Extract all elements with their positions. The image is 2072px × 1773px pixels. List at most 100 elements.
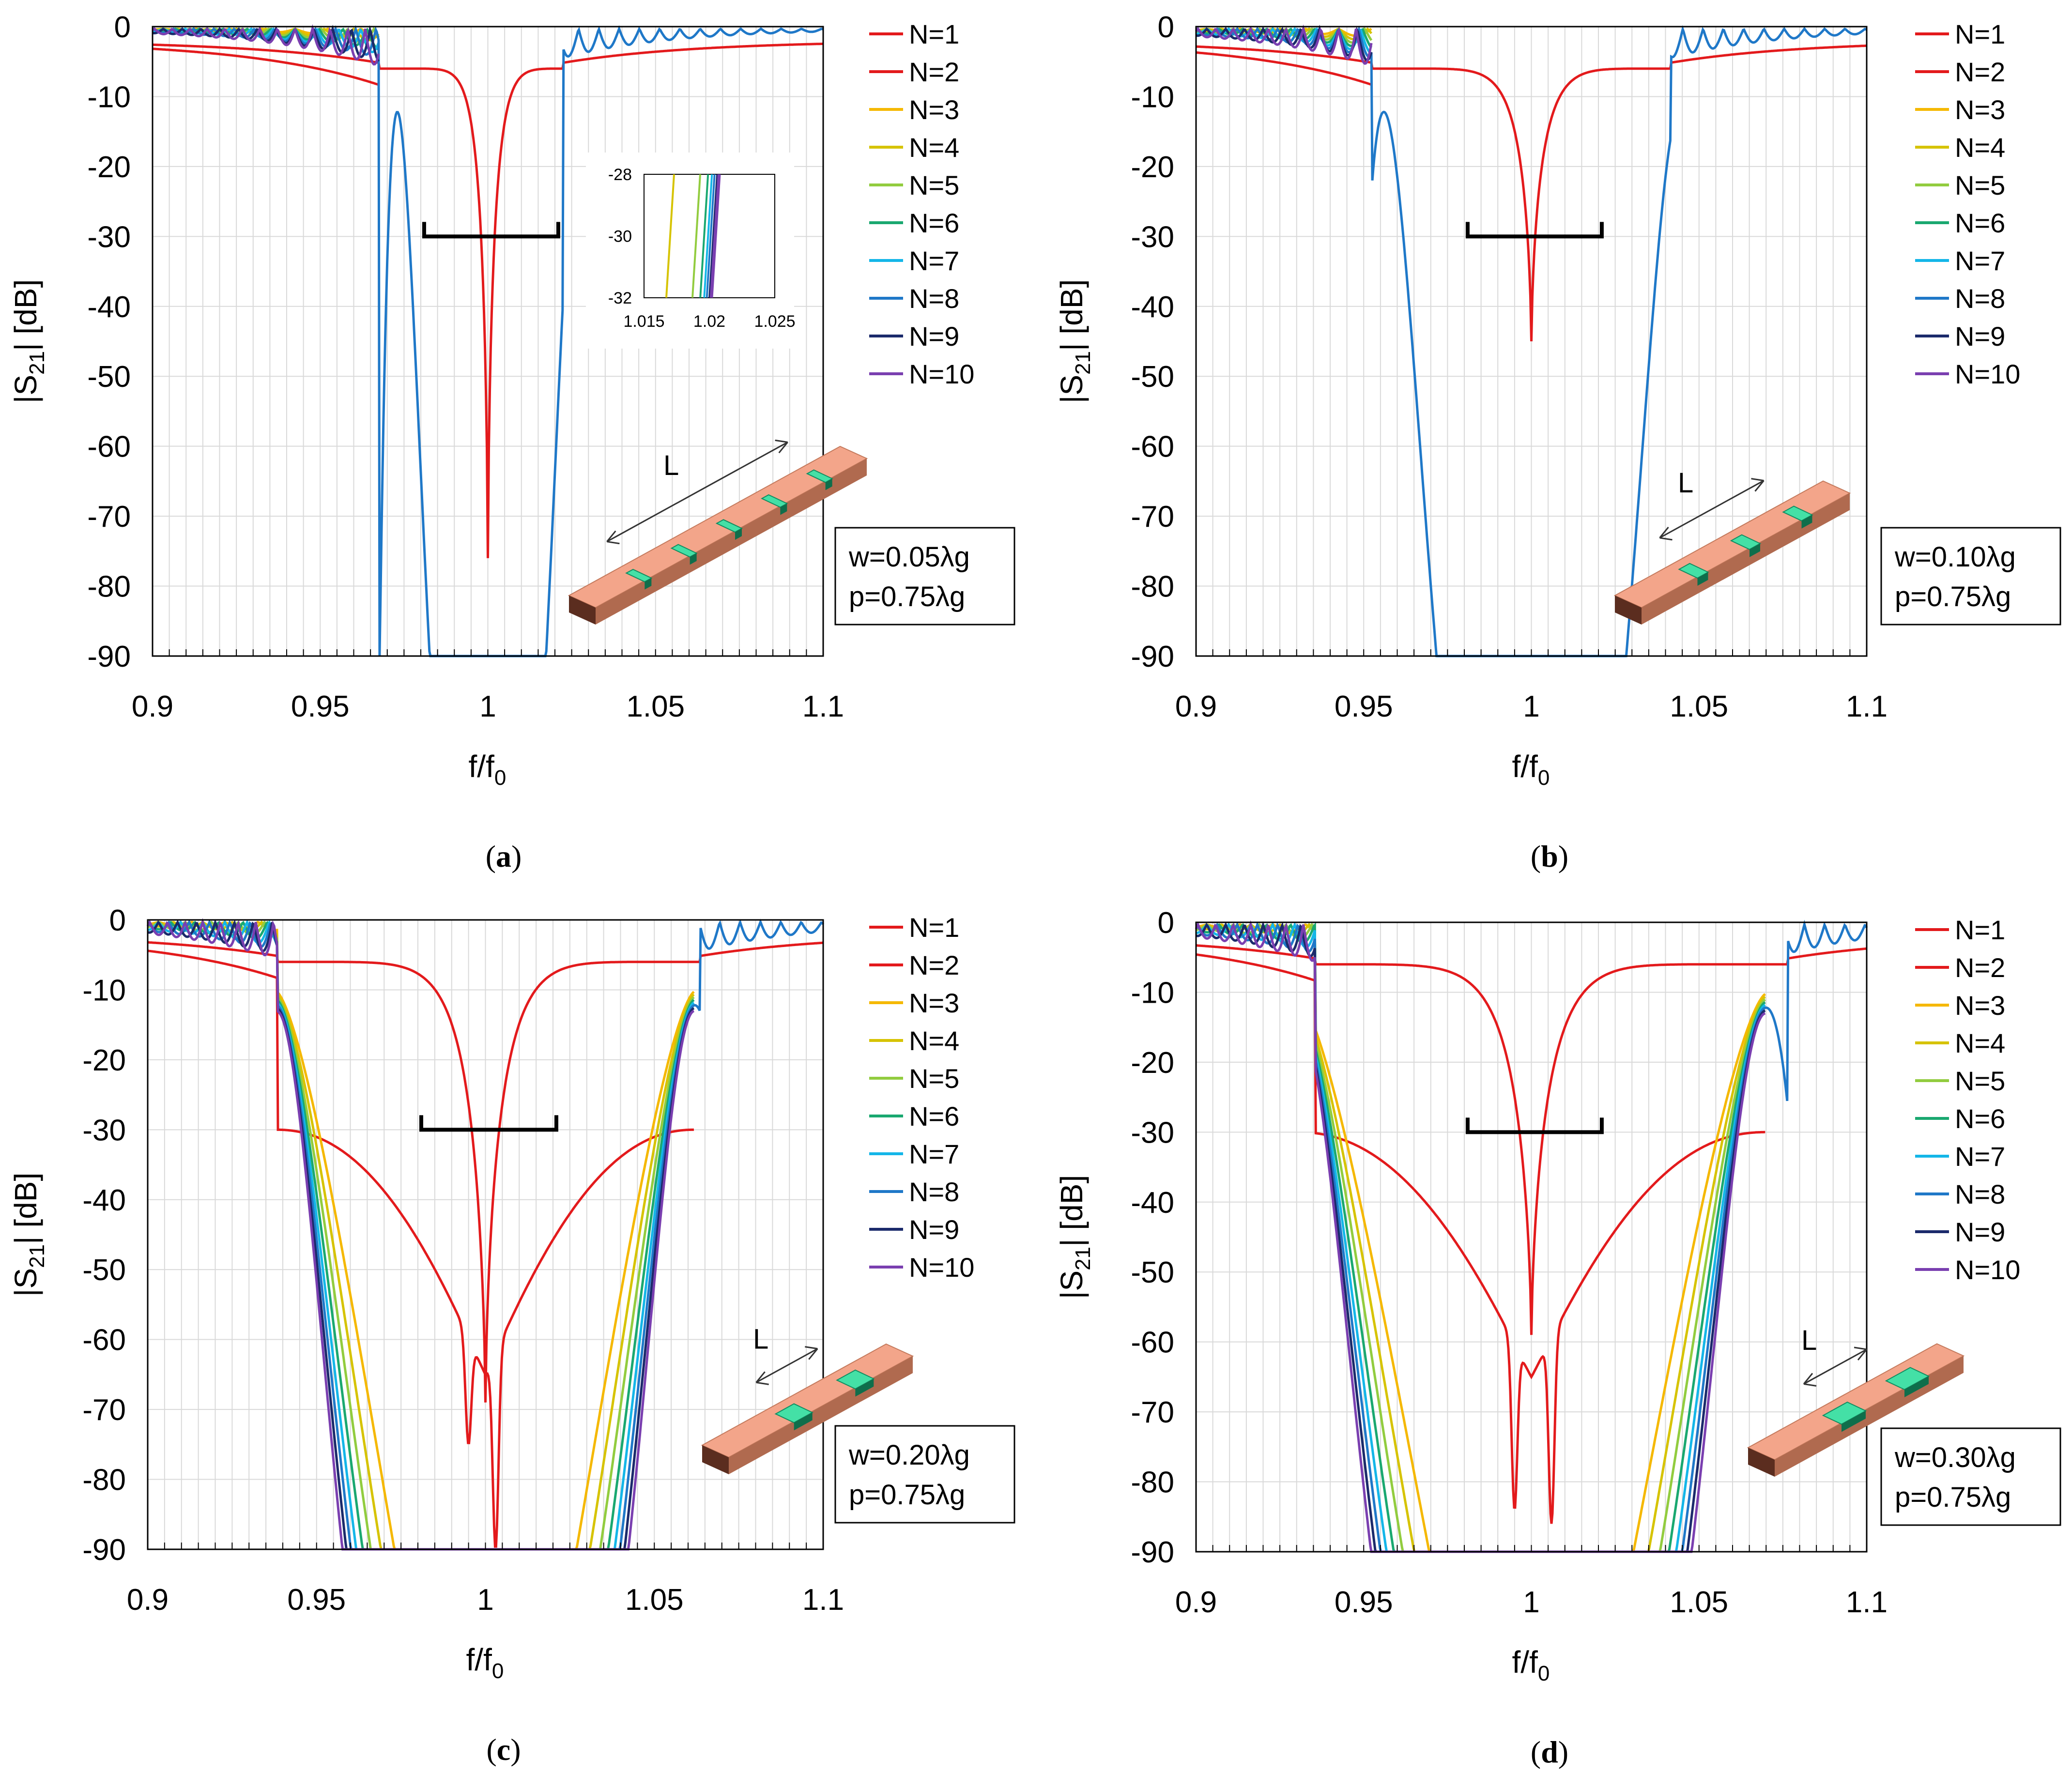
series-line-n-10	[146, 918, 695, 1551]
legend-label: N=5	[909, 1063, 959, 1094]
legend-label: N=1	[1955, 19, 2005, 49]
dimension-arrowhead	[805, 1346, 818, 1360]
inset-series-line	[706, 174, 716, 298]
stub-top	[670, 544, 698, 558]
y-tick-label: 0	[109, 904, 126, 937]
legend-label: N=5	[1955, 170, 2005, 200]
y-tick-label: -10	[82, 974, 126, 1007]
strip-end	[1748, 1448, 1775, 1477]
dimension-arrowhead	[1803, 1373, 1817, 1387]
legend-label: N=4	[909, 1025, 959, 1056]
legend-label: N=4	[1955, 132, 2005, 163]
y-tick-label: 0	[114, 11, 131, 44]
y-axis-label-pre: |S	[1054, 375, 1089, 403]
parameter-width: w=0.20λg	[848, 1439, 970, 1471]
legend: N=1 N=2 N=3 N=4 N=5 N=6 N=7 N=8 N=9 N=10	[1915, 915, 2020, 1285]
stub-side	[690, 553, 697, 565]
y-tick-label: -10	[87, 80, 131, 114]
legend-label: N=7	[1955, 245, 2005, 276]
x-axis-label-sub: 0	[492, 1659, 504, 1683]
stub-top	[806, 469, 833, 483]
legend-label: N=10	[909, 1252, 974, 1283]
caption-open: (	[486, 839, 496, 873]
dimension-label: L	[663, 450, 679, 481]
y-tick-label: -30	[1131, 1116, 1174, 1149]
parameter-box	[834, 527, 1015, 626]
y-tick-label: -20	[87, 151, 131, 184]
parameter-period: p=0.75λg	[1895, 581, 2011, 612]
series-line-n-1	[147, 941, 824, 1403]
y-tick-label: -50	[87, 360, 131, 394]
y-tick-label: -40	[82, 1184, 126, 1217]
caption-letter: a	[496, 839, 511, 873]
x-tick-label: 1.05	[1670, 690, 1728, 723]
y-axis-label-sub: 21	[1071, 1247, 1095, 1270]
legend-label: N=7	[909, 245, 959, 276]
y-tick-label: -10	[1131, 80, 1174, 114]
y-tick-label: -60	[1131, 430, 1174, 464]
stub-side	[794, 1412, 813, 1431]
x-tick-label: 0.9	[1175, 690, 1217, 723]
y-tick-label: -80	[87, 570, 131, 604]
structure-diagram: L	[701, 1324, 914, 1474]
panel-caption: (c)	[486, 1732, 521, 1767]
x-tick-label: 1	[477, 1583, 493, 1617]
panel-1: 0 -10 -20 -30 -40 -50 -60 -70 -80 -900.9 0.95 1 1.05…	[8, 11, 1015, 873]
dimension-arrowhead	[1659, 526, 1673, 541]
series-line-n-9	[147, 919, 695, 1551]
y-axis-label-sub: 21	[25, 351, 49, 375]
dimension-arrowhead	[755, 1371, 769, 1385]
legend: N=1 N=2 N=3 N=4 N=5 N=6 N=7 N=8 N=9 N=10	[869, 912, 974, 1283]
legend-label: N=9	[909, 1214, 959, 1245]
dimension-label: L	[1801, 1325, 1817, 1356]
y-tick-label: -50	[1131, 360, 1174, 394]
x-tick-label: 1.05	[625, 1583, 684, 1617]
parameter-width: w=0.30λg	[1894, 1442, 2016, 1473]
y-axis-label: |S21| [dB]	[8, 1173, 49, 1297]
series-line-n-1	[152, 43, 823, 558]
dimension-label: L	[753, 1324, 768, 1355]
legend-label: N=6	[909, 1101, 959, 1131]
y-axis-label-sub: 21	[25, 1244, 49, 1268]
caption-letter: c	[497, 1732, 510, 1767]
inset-y-tick-label: -30	[608, 228, 632, 246]
legend-label: N=5	[1955, 1066, 2005, 1096]
x-axis-label-main: f/f	[466, 1642, 492, 1677]
inset-series-line	[665, 174, 675, 298]
caption-letter: b	[1541, 839, 1558, 873]
bandwidth-bracket	[419, 1115, 558, 1132]
series-line-n-2	[1196, 953, 1765, 1524]
y-axis-label: |S21| [dB]	[1054, 279, 1095, 404]
y-tick-label: -50	[82, 1253, 126, 1287]
x-axis-label: f/f0	[1512, 1645, 1550, 1685]
x-axis-label-sub: 0	[1538, 1662, 1550, 1685]
y-tick-label: -20	[1131, 1046, 1174, 1080]
series-line-n-4	[147, 920, 695, 1551]
panel-caption: (d)	[1531, 1735, 1568, 1769]
y-axis-label-post: | [dB]	[8, 279, 43, 351]
legend-label: N=2	[909, 950, 959, 980]
bandwidth-bracket	[1465, 222, 1604, 239]
series-line-n-1	[1196, 944, 1867, 1335]
y-tick-label: 0	[1158, 906, 1174, 940]
stub-side	[1904, 1376, 1929, 1397]
y-tick-label: -70	[87, 500, 131, 534]
inset-series-line	[699, 174, 709, 298]
stub-side	[1750, 543, 1760, 557]
legend-label: N=2	[1955, 57, 2005, 87]
parameter-box	[1880, 527, 2061, 626]
bandwidth-bracket	[1465, 1117, 1604, 1134]
stub-side	[825, 478, 832, 490]
y-tick-label: -50	[1131, 1256, 1174, 1289]
parameter-box	[834, 1425, 1015, 1524]
x-tick-label: 1.1	[802, 1583, 844, 1617]
x-tick-label: 0.9	[1175, 1586, 1217, 1619]
legend-label: N=8	[909, 283, 959, 314]
structure-diagram: L	[1613, 467, 1851, 625]
y-axis-label: |S21| [dB]	[8, 279, 49, 404]
series-line-n-2	[1196, 51, 1372, 86]
legend-label: N=8	[1955, 1179, 2005, 1209]
x-tick-label: 0.9	[132, 690, 173, 723]
stub-side	[735, 528, 742, 540]
inset-plot: -28 -30 -32 1.015 1.02 1.025	[586, 153, 796, 349]
